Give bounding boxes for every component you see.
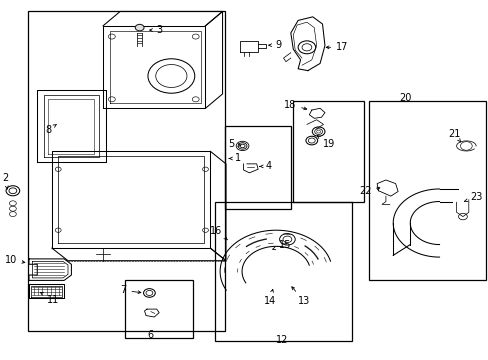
Text: 19: 19 bbox=[317, 136, 334, 149]
Text: 4: 4 bbox=[259, 161, 271, 171]
Text: 18: 18 bbox=[284, 100, 306, 110]
Bar bbox=[368, 101, 485, 280]
Text: 20: 20 bbox=[398, 93, 411, 103]
Text: 23: 23 bbox=[464, 192, 482, 202]
Text: 12: 12 bbox=[276, 334, 288, 345]
Text: 17: 17 bbox=[325, 42, 348, 52]
Text: 10: 10 bbox=[4, 255, 25, 265]
Circle shape bbox=[135, 24, 144, 31]
Text: 13: 13 bbox=[291, 287, 310, 306]
Text: 21: 21 bbox=[447, 129, 460, 142]
Text: 2: 2 bbox=[2, 173, 8, 189]
Text: 6: 6 bbox=[147, 330, 154, 340]
Bar bbox=[224, 126, 290, 209]
Bar bbox=[27, 12, 224, 330]
Text: 11: 11 bbox=[41, 292, 59, 305]
Bar bbox=[293, 101, 363, 202]
Text: 14: 14 bbox=[263, 289, 275, 306]
Text: 9: 9 bbox=[268, 40, 281, 50]
Bar bbox=[125, 280, 193, 338]
Text: 7: 7 bbox=[120, 285, 141, 296]
Text: 5: 5 bbox=[228, 139, 241, 149]
Bar bbox=[215, 202, 351, 341]
Text: 22: 22 bbox=[358, 186, 379, 196]
Text: 1: 1 bbox=[229, 153, 241, 163]
Text: 8: 8 bbox=[45, 124, 57, 135]
Text: 15: 15 bbox=[272, 240, 290, 250]
Text: 16: 16 bbox=[210, 226, 227, 240]
Text: 3: 3 bbox=[149, 25, 163, 35]
